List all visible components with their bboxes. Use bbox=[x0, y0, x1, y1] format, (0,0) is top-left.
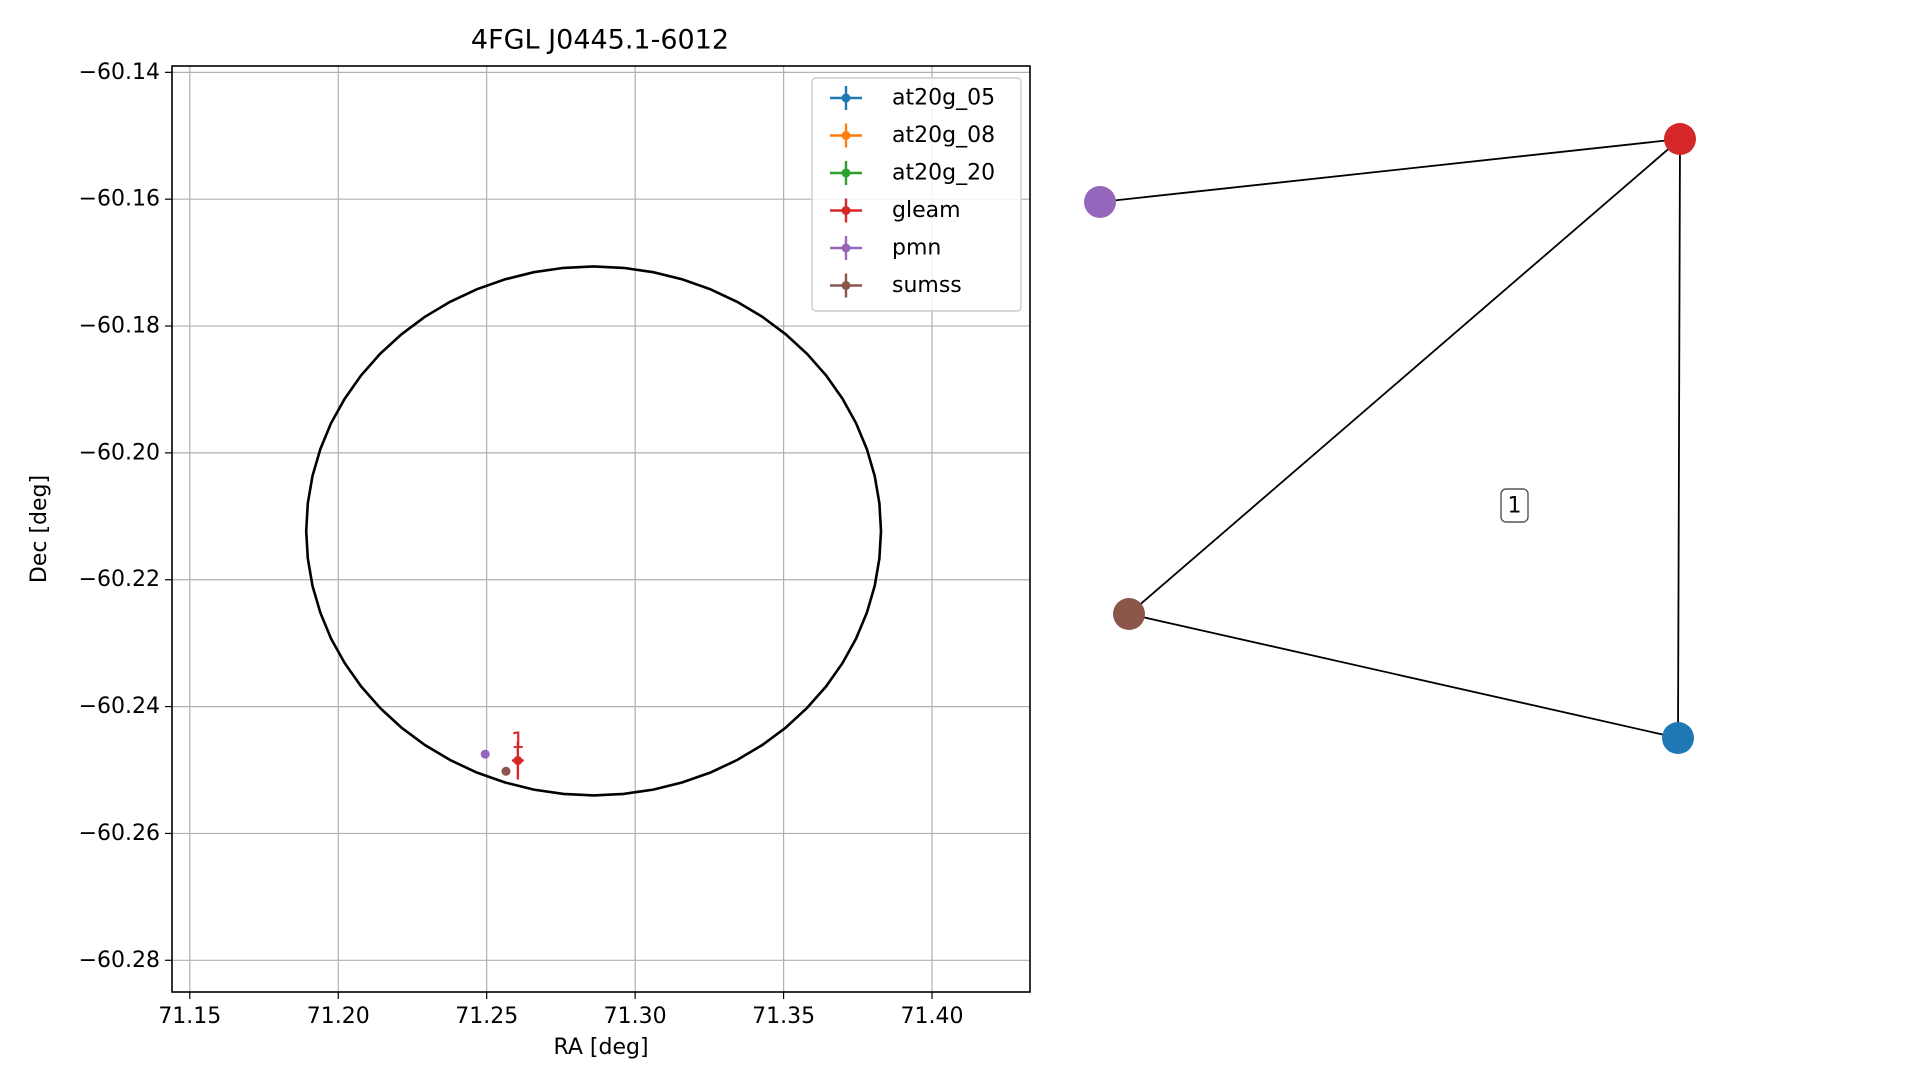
legend-entry-at20g_08: at20g_08 bbox=[830, 123, 995, 148]
legend-entry-at20g_20: at20g_20 bbox=[830, 161, 995, 186]
y-tick-label: −60.14 bbox=[79, 60, 160, 85]
network-panel: 1 bbox=[1084, 123, 1696, 754]
scatter-panel: 4FGL J0445.1-6012 71.15 71.20 71.25 71.30 71… bbox=[27, 25, 1031, 1060]
legend-entry-sumss: sumss bbox=[830, 273, 962, 298]
network-edge-pmn-gleam bbox=[1099, 138, 1681, 203]
data-point-sumss bbox=[501, 766, 511, 776]
y-axis-ticks: −60.14 −60.16 −60.18 −60.20 −60.22 −60.24 −60.… bbox=[79, 60, 172, 973]
y-axis-label: Dec [deg] bbox=[27, 475, 52, 583]
plot-frame bbox=[171, 65, 1031, 993]
y-tick-label: −60.28 bbox=[79, 948, 160, 973]
localization-ellipse bbox=[304, 265, 883, 797]
legend-label: sumss bbox=[892, 273, 962, 298]
x-tick-label: 71.15 bbox=[158, 1004, 221, 1029]
y-tick-label: −60.22 bbox=[79, 567, 160, 592]
x-axis-ticks: 71.15 71.20 71.25 71.30 71.35 71.40 bbox=[158, 992, 964, 1029]
data-point-pmn bbox=[480, 749, 490, 759]
y-tick-label: −60.20 bbox=[79, 440, 160, 465]
legend-label: at20g_05 bbox=[892, 86, 995, 111]
data-point-gleam bbox=[511, 741, 524, 780]
legend-entry-gleam: gleam bbox=[830, 198, 961, 223]
network-edge-sumss-at20g_05 bbox=[1128, 613, 1679, 739]
legend-label: pmn bbox=[892, 236, 941, 261]
network-edge-gleam-at20g_05 bbox=[1677, 138, 1681, 739]
legend-entry-pmn: pmn bbox=[830, 236, 941, 261]
x-axis-label: RA [deg] bbox=[553, 1035, 648, 1060]
x-tick-label: 71.30 bbox=[604, 1004, 667, 1029]
network-node-sumss bbox=[1113, 598, 1145, 630]
legend-label: at20g_08 bbox=[892, 123, 995, 148]
x-tick-label: 71.35 bbox=[752, 1004, 815, 1029]
x-tick-label: 71.20 bbox=[307, 1004, 370, 1029]
y-tick-label: −60.16 bbox=[79, 187, 160, 212]
network-label: 1 bbox=[1500, 488, 1529, 523]
y-tick-label: −60.24 bbox=[79, 694, 160, 719]
legend-label: at20g_20 bbox=[892, 161, 995, 186]
legend-label: gleam bbox=[892, 198, 961, 223]
network-label-text: 1 bbox=[1508, 494, 1522, 519]
network-edge-gleam-sumss bbox=[1128, 138, 1681, 615]
y-tick-label: −60.26 bbox=[79, 821, 160, 846]
y-tick-label: −60.18 bbox=[79, 314, 160, 339]
network-node-pmn bbox=[1084, 186, 1116, 218]
x-tick-label: 71.40 bbox=[901, 1004, 964, 1029]
chart-title: 4FGL J0445.1-6012 bbox=[471, 25, 729, 56]
x-tick-label: 71.25 bbox=[455, 1004, 518, 1029]
point-annotation: 1 bbox=[511, 729, 525, 754]
network-node-gleam bbox=[1664, 123, 1696, 155]
network-node-at20g_05 bbox=[1662, 722, 1694, 754]
legend-entry-at20g_05: at20g_05 bbox=[830, 86, 995, 111]
